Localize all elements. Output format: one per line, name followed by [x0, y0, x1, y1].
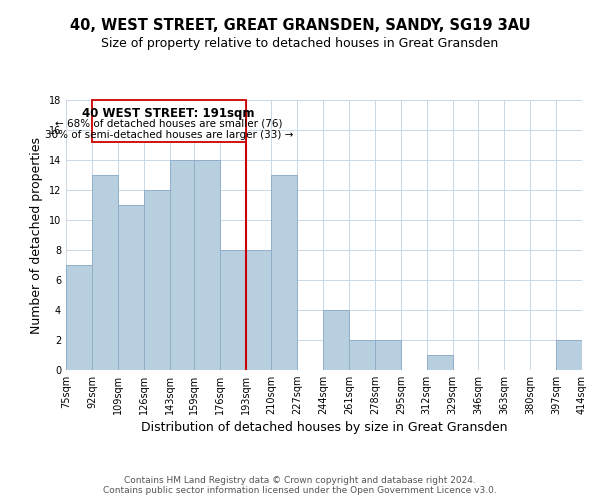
Bar	[556, 340, 582, 370]
Text: 40, WEST STREET, GREAT GRANSDEN, SANDY, SG19 3AU: 40, WEST STREET, GREAT GRANSDEN, SANDY, …	[70, 18, 530, 32]
X-axis label: Distribution of detached houses by size in Great Gransden: Distribution of detached houses by size …	[141, 422, 507, 434]
Text: Contains HM Land Registry data © Crown copyright and database right 2024.: Contains HM Land Registry data © Crown c…	[124, 476, 476, 485]
Bar	[323, 310, 349, 370]
Bar	[118, 205, 143, 370]
Bar	[92, 175, 118, 370]
Y-axis label: Number of detached properties: Number of detached properties	[30, 136, 43, 334]
Text: 30% of semi-detached houses are larger (33) →: 30% of semi-detached houses are larger (…	[44, 130, 293, 140]
Bar	[66, 265, 92, 370]
Bar	[170, 160, 194, 370]
Bar	[194, 160, 220, 370]
Text: ← 68% of detached houses are smaller (76): ← 68% of detached houses are smaller (76…	[55, 118, 283, 128]
Bar	[271, 175, 298, 370]
Text: Size of property relative to detached houses in Great Gransden: Size of property relative to detached ho…	[101, 38, 499, 51]
Bar	[349, 340, 375, 370]
Bar	[245, 250, 271, 370]
Text: Contains public sector information licensed under the Open Government Licence v3: Contains public sector information licen…	[103, 486, 497, 495]
Bar	[220, 250, 245, 370]
Bar	[427, 355, 452, 370]
Bar	[375, 340, 401, 370]
Text: 40 WEST STREET: 191sqm: 40 WEST STREET: 191sqm	[82, 107, 255, 120]
Bar	[143, 190, 170, 370]
FancyBboxPatch shape	[92, 100, 245, 142]
